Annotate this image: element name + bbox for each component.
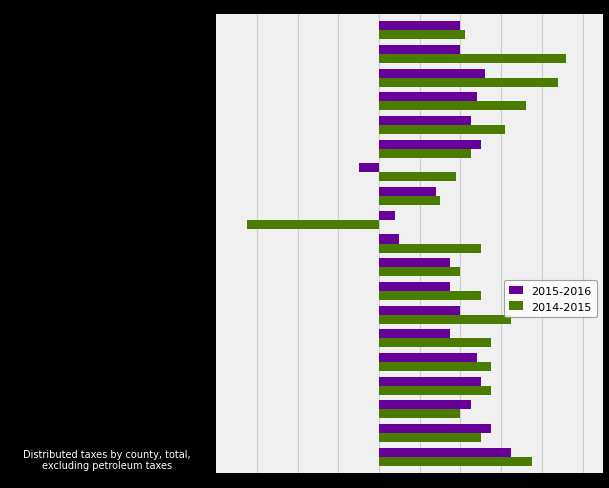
Bar — [379, 102, 526, 111]
Bar — [379, 211, 395, 221]
Bar — [379, 386, 491, 395]
Bar — [379, 117, 471, 126]
Legend: 2015-2016, 2014-2015: 2015-2016, 2014-2015 — [504, 281, 597, 318]
Bar — [379, 377, 481, 386]
Bar — [379, 141, 481, 149]
Bar — [379, 424, 491, 433]
Bar — [379, 401, 471, 409]
Bar — [379, 188, 436, 197]
Bar — [379, 46, 460, 55]
Bar — [359, 164, 379, 173]
Bar — [379, 433, 481, 442]
Bar — [379, 79, 558, 87]
Bar — [379, 329, 450, 339]
Bar — [379, 69, 485, 79]
Bar — [379, 457, 532, 466]
Bar — [379, 339, 491, 347]
Bar — [379, 235, 400, 244]
Bar — [379, 448, 512, 457]
Bar — [379, 244, 481, 253]
Bar — [379, 353, 477, 362]
Bar — [379, 31, 465, 40]
Bar — [379, 306, 460, 315]
Bar — [379, 197, 440, 206]
Bar — [379, 93, 477, 102]
Text: Distributed taxes by county, total,
excluding petroleum taxes: Distributed taxes by county, total, excl… — [23, 449, 191, 470]
Bar — [379, 55, 566, 64]
Bar — [379, 149, 471, 159]
Bar — [379, 282, 450, 291]
Bar — [379, 291, 481, 300]
Bar — [379, 315, 512, 324]
Bar — [379, 409, 460, 419]
Bar — [379, 126, 505, 135]
Bar — [379, 267, 460, 277]
Bar — [379, 173, 456, 182]
Bar — [247, 221, 379, 229]
Bar — [379, 362, 491, 371]
Bar — [379, 259, 450, 267]
Bar — [379, 22, 460, 31]
